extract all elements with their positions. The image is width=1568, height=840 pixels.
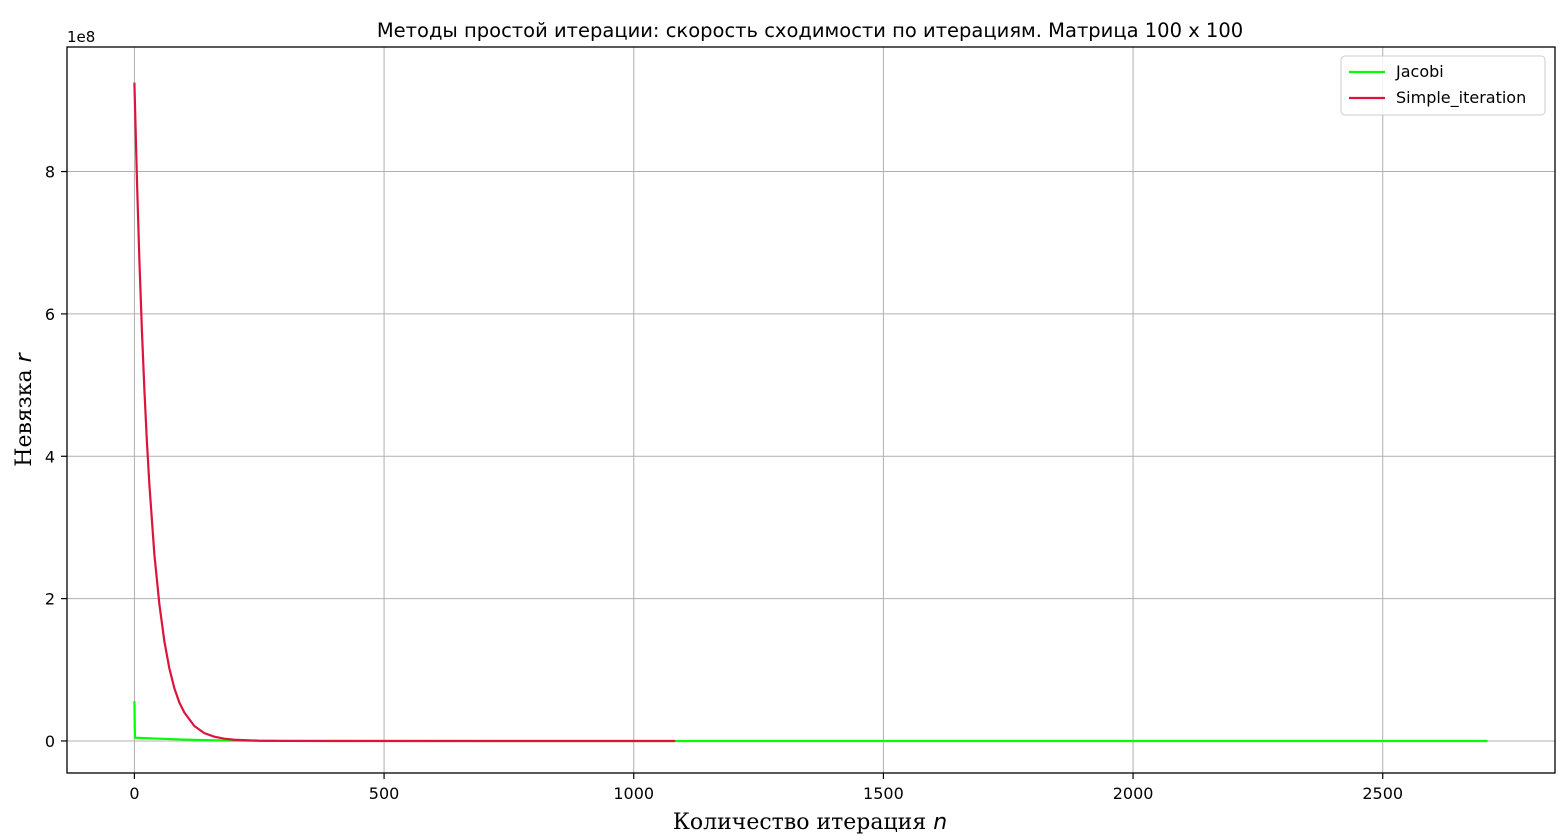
y-tick-label: 0 (45, 732, 55, 751)
series-lines (133, 82, 1488, 743)
y-tick-label: 8 (45, 163, 55, 182)
y-axis-label-variable: r (12, 351, 37, 362)
chart-title: Методы простой итерации: скорость сходим… (377, 19, 1243, 42)
plot-frame (66, 46, 1556, 774)
x-axis-label: Количество итерация n (673, 810, 947, 835)
x-axis-label-text: Количество итерация (673, 810, 933, 835)
x-tick-label: 1500 (863, 784, 904, 803)
y-axis-ticks: 0 2 4 6 8 (45, 163, 67, 751)
series-line-simple-iteration (133, 82, 676, 743)
x-tick-label: 2000 (1113, 784, 1154, 803)
series-line-jacobi (133, 701, 1488, 743)
legend: Jacobi Simple_iteration (1340, 55, 1546, 116)
y-tick-label: 2 (45, 590, 55, 609)
legend-label-jacobi: Jacobi (1395, 62, 1444, 81)
y-tick-label: 4 (45, 447, 55, 466)
x-axis-ticks: 0 500 1000 1500 2000 2500 (129, 773, 1403, 803)
y-tick-label: 6 (45, 305, 55, 324)
legend-label-simple-iteration: Simple_iteration (1396, 88, 1526, 108)
y-offset-label: 1e8 (67, 28, 95, 46)
x-tick-label: 0 (129, 784, 139, 803)
x-tick-label: 500 (369, 784, 400, 803)
y-axis-label: Невязка r (12, 351, 37, 466)
legend-box (1340, 55, 1546, 116)
x-tick-label: 2500 (1362, 784, 1403, 803)
x-tick-label: 1000 (613, 784, 654, 803)
x-axis-label-variable: n (933, 810, 947, 835)
grid (67, 47, 1555, 773)
y-axis-label-text: Невязка (12, 362, 37, 466)
